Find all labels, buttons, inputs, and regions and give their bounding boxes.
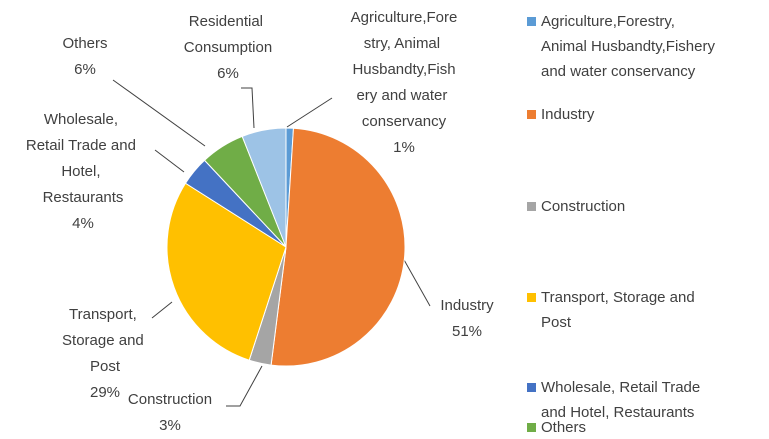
pie-slice — [166, 182, 287, 361]
leader-line — [154, 149, 185, 173]
leader-lines — [112, 79, 431, 407]
data-label-name: Residential Consumption — [184, 13, 272, 56]
legend-swatch — [527, 17, 536, 26]
leader-line — [286, 97, 333, 128]
data-label-name: Others — [62, 35, 107, 52]
data-label-value: 6% — [74, 61, 96, 78]
data-label-name: Wholesale, Retail Trade and Hotel, Resta… — [26, 111, 140, 206]
data-label-name: Industry — [440, 297, 494, 314]
legend-swatch — [527, 293, 536, 302]
data-label-name: Agriculture,Fore stry, Animal Husbandty,F… — [351, 9, 458, 130]
pie-slice — [241, 127, 287, 248]
pie-slice — [270, 127, 406, 367]
legend-label: Industry — [541, 106, 595, 123]
legend-label: Wholesale, Retail Trade and Hotel, Resta… — [541, 379, 704, 421]
data-label-value: 4% — [72, 215, 94, 232]
legend-label: Construction — [541, 198, 625, 215]
data-label-value: 51% — [452, 323, 482, 340]
legend-swatch — [527, 383, 536, 392]
data-label-value: 1% — [393, 139, 415, 156]
leader-line — [402, 257, 431, 307]
legend-label: Agriculture,Forestry, Animal Husbandty,F… — [541, 13, 719, 80]
data-label-value: 3% — [159, 417, 181, 434]
legend-label: Others — [541, 419, 586, 436]
legend-swatch — [527, 110, 536, 119]
leader-line — [151, 301, 173, 319]
data-label-name: Construction — [128, 391, 212, 408]
data-label-value: 6% — [217, 65, 239, 82]
data-label-name: Transport, Storage and Post — [62, 306, 148, 375]
legend-swatch — [527, 202, 536, 211]
leader-line — [112, 79, 206, 147]
legend-swatch — [527, 423, 536, 432]
leader-line — [241, 87, 255, 129]
legend-label: Transport, Storage and Post — [541, 289, 699, 331]
leader-line — [226, 365, 263, 407]
data-label-value: 29% — [90, 384, 120, 401]
